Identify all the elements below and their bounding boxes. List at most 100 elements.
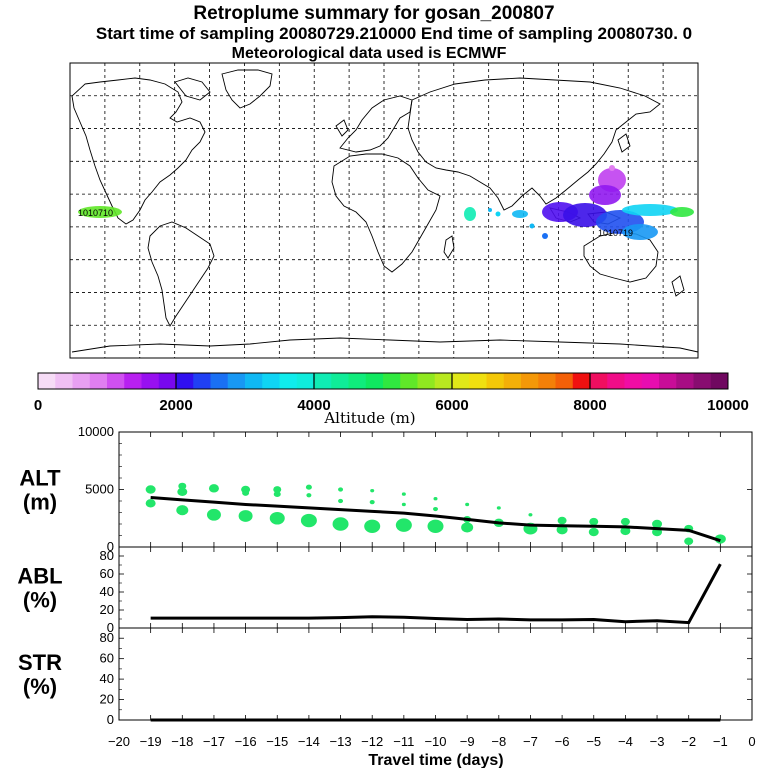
y-tick-label: 60 xyxy=(100,566,114,581)
colorbar-cell xyxy=(503,373,522,389)
panel-label: ALT xyxy=(19,466,61,491)
y-tick-label: 5000 xyxy=(85,482,114,497)
colorbar-cell xyxy=(38,373,56,389)
x-tick-label: −2 xyxy=(681,734,696,749)
altitude-point xyxy=(300,513,317,528)
altitude-point xyxy=(427,519,444,534)
x-axis-label: Travel time (days) xyxy=(368,752,503,768)
colorbar-tick-label: 8000 xyxy=(573,397,606,414)
y-tick-label: 60 xyxy=(100,651,114,666)
altitude-point xyxy=(461,522,474,533)
colorbar-cell xyxy=(521,373,539,389)
altitude-point xyxy=(242,490,250,496)
y-tick-label: 40 xyxy=(100,671,114,686)
y-tick-label: 20 xyxy=(100,602,114,617)
altitude-point xyxy=(401,492,406,496)
altitude-colorbar: 0 2000 4000 6000 8000 10000 Altitude (m) xyxy=(34,372,749,427)
x-tick-label: −9 xyxy=(460,734,475,749)
altitude-point xyxy=(370,488,375,493)
altitude-point xyxy=(305,484,312,490)
x-tick-label: −14 xyxy=(298,734,320,749)
colorbar-tick-label: 4000 xyxy=(297,397,330,414)
map-plume-label: 1010710 xyxy=(78,208,113,218)
map-graticule xyxy=(70,63,698,358)
altitude-point xyxy=(206,508,221,521)
panel-unit: (%) xyxy=(23,674,57,699)
colorbar-tick-label: 0 xyxy=(34,397,42,414)
colorbar-cell xyxy=(314,373,332,389)
panel-label: STR xyxy=(18,650,62,675)
altitude-point xyxy=(369,500,375,505)
colorbar-cell xyxy=(72,373,91,389)
colorbar-cell xyxy=(417,373,436,389)
x-tick-label: −10 xyxy=(424,734,446,749)
x-tick-label: −6 xyxy=(555,734,570,749)
colorbar-cell xyxy=(607,373,625,389)
colorbar-cell xyxy=(452,373,470,389)
retroplume-trajectory: 1010710 1010719 xyxy=(78,165,694,240)
colorbar-cell xyxy=(641,373,660,389)
colorbar-cell xyxy=(89,373,108,389)
y-tick-label: 0 xyxy=(107,712,114,727)
colorbar-cell xyxy=(538,373,556,389)
altitude-point xyxy=(208,484,219,493)
x-tick-label: −7 xyxy=(523,734,538,749)
colorbar-cell xyxy=(624,373,643,389)
colorbar-cell xyxy=(365,373,384,389)
sampling-times: Start time of sampling 20080729.210000 E… xyxy=(95,24,693,43)
colorbar-cell xyxy=(434,373,453,389)
colorbar-cell xyxy=(107,373,125,389)
colorbar-cell xyxy=(469,373,487,389)
altitude-point xyxy=(395,518,412,532)
altitude-point xyxy=(338,498,344,504)
x-axis: −20 −19 −18 −17 −16 −15 −14 −13 −12 −11 −10 −9 −8 −7−… xyxy=(108,734,756,768)
alt-panel: 10000 5000 0 ALT(m) xyxy=(19,424,753,554)
x-tick-label: −8 xyxy=(491,734,506,749)
colorbar-cell xyxy=(383,373,401,389)
altitude-point xyxy=(433,506,438,512)
colorbar-cell xyxy=(555,373,574,389)
panel-unit: (%) xyxy=(23,588,57,613)
altitude-point xyxy=(620,526,631,536)
x-tick-label: −11 xyxy=(393,734,414,749)
altitude-point xyxy=(338,487,344,492)
altitude-point xyxy=(176,505,189,516)
colorbar-tick-label: 10000 xyxy=(707,397,749,414)
y-tick-label: 10000 xyxy=(78,424,114,439)
x-tick-label: −3 xyxy=(650,734,665,749)
altitude-point xyxy=(588,527,599,537)
y-tick-label: 0 xyxy=(107,539,114,554)
map-plume-label: 1010719 xyxy=(598,228,633,238)
colorbar-cell xyxy=(55,373,73,389)
altitude-point xyxy=(620,517,630,526)
colorbar-cell xyxy=(693,373,712,389)
altitude-point xyxy=(273,486,282,493)
altitude-point xyxy=(528,513,533,517)
colorbar-cell xyxy=(262,373,280,389)
altitude-point xyxy=(433,497,438,501)
altitude-point xyxy=(177,487,188,496)
x-tick-label: −18 xyxy=(171,734,193,749)
colorbar-cell xyxy=(176,373,194,389)
altitude-point xyxy=(684,537,694,546)
y-tick-label: 40 xyxy=(100,584,114,599)
y-tick-label: 20 xyxy=(100,692,114,707)
x-tick-label: −1 xyxy=(713,734,728,749)
colorbar-label: Altitude (m) xyxy=(323,409,415,427)
panel-frame xyxy=(118,627,753,721)
colorbar-cell xyxy=(141,373,160,389)
altitude-point xyxy=(269,511,285,525)
colorbar-cell xyxy=(348,373,367,389)
altitude-point xyxy=(332,517,349,531)
colorbar-cell xyxy=(710,373,729,389)
altitude-point xyxy=(145,499,156,508)
x-tick-label: −15 xyxy=(266,734,288,749)
x-tick-label: 0 xyxy=(748,734,755,749)
colorbar-cell xyxy=(158,373,177,389)
x-tick-label: −19 xyxy=(140,734,162,749)
y-tick-label: 80 xyxy=(100,630,114,645)
panel-unit: (m) xyxy=(23,490,57,515)
colorbar-cell xyxy=(245,373,263,389)
altitude-point xyxy=(557,516,567,525)
